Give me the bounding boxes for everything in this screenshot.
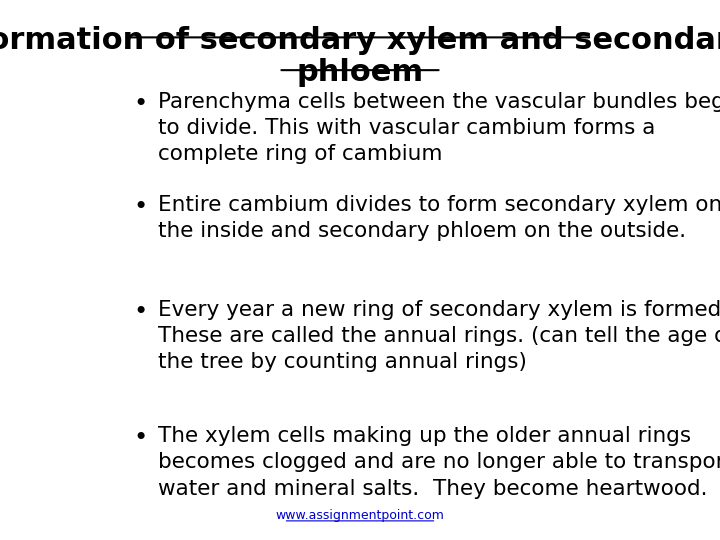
Text: •: • [133, 300, 148, 323]
Text: phloem: phloem [297, 58, 423, 87]
Text: Entire cambium divides to form secondary xylem on
the inside and secondary phloe: Entire cambium divides to form secondary… [158, 195, 720, 241]
Text: The xylem cells making up the older annual rings
becomes clogged and are no long: The xylem cells making up the older annu… [158, 426, 720, 498]
Text: www.assignmentpoint.com: www.assignmentpoint.com [276, 510, 444, 523]
Text: Formation of secondary xylem and secondary: Formation of secondary xylem and seconda… [0, 25, 720, 55]
Text: Parenchyma cells between the vascular bundles begin
to divide. This with vascula: Parenchyma cells between the vascular bu… [158, 92, 720, 165]
Text: Every year a new ring of secondary xylem is formed.
These are called the annual : Every year a new ring of secondary xylem… [158, 300, 720, 373]
Text: •: • [133, 426, 148, 450]
Text: •: • [133, 195, 148, 219]
Text: •: • [133, 92, 148, 116]
